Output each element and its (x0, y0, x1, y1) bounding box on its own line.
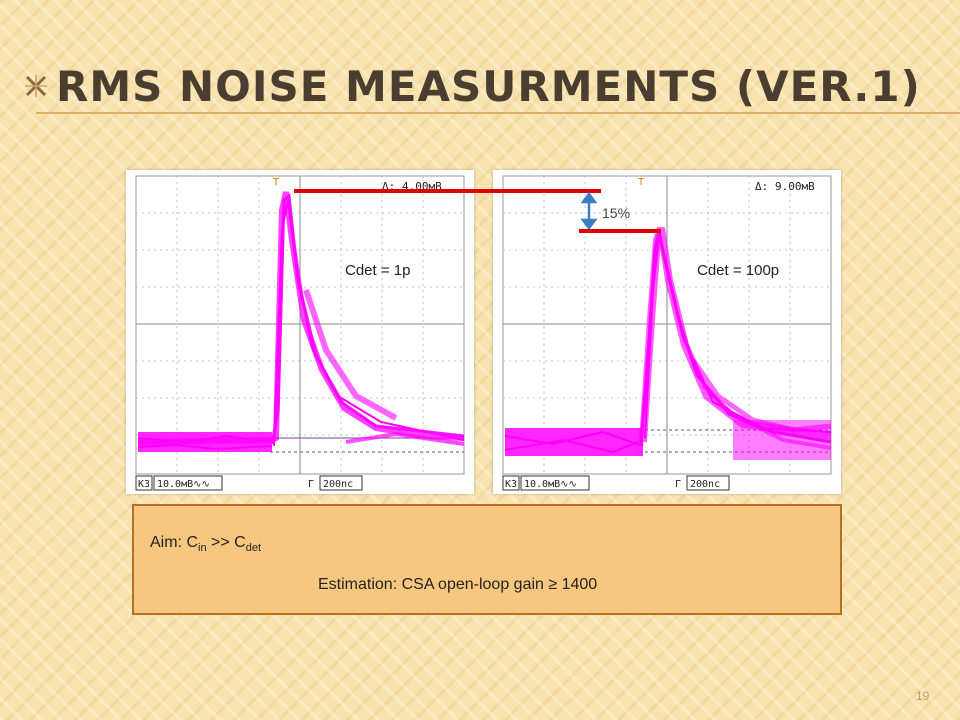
info-box: Aim: Cin >> Cdet Estimation: CSA open-lo… (132, 504, 842, 615)
scope-left-channel-box-text: K3 (138, 479, 150, 490)
percent-difference-label: 15% (602, 205, 631, 221)
scope-left-timebase-box (319, 475, 363, 491)
aim-sub-det: det (245, 542, 261, 555)
oscilloscope-left: T Δ: 4.00мВ 3 K3 10.0мВ∿∿ Γ 200nc (126, 170, 474, 494)
scope-right-vscale: 10.0мВ∿∿ (524, 479, 577, 490)
scope-left-vscale-box (153, 475, 223, 491)
scope-right-delta-prefix: Δ: (755, 180, 768, 193)
scope-left-timebase: 200nc (323, 479, 353, 490)
scope-left-delta-value: 4.00мВ (402, 180, 442, 193)
aim-prefix: Aim: C (150, 534, 198, 551)
aim-middle: >> C (206, 534, 246, 551)
scope-right-channel-box (502, 475, 520, 491)
estimation-text: Estimation: CSA open-loop gain ≥ 1400 (318, 576, 598, 593)
scope-right-trigger-marker: T (637, 177, 645, 188)
scope-left-channel-marker: 3 (127, 434, 135, 447)
scope-right-trace (504, 226, 832, 454)
scope-right-channel-box-text: K3 (505, 479, 517, 490)
slide-title: RMS NOISE MEASURMENTS (VER.1) (56, 62, 921, 111)
scope-right-svg: T Δ: 9.00мВ 3 K3 10.0мВ∿∿ Γ 200nc (494, 175, 832, 491)
scope-right-delta-value: 9.00мВ (775, 180, 815, 193)
scope-left-timebase-prefix: Γ (308, 479, 314, 490)
oscilloscope-right: T Δ: 9.00мВ 3 K3 10.0мВ∿∿ Γ 200nc (493, 170, 841, 494)
scope-left-delta-prefix: Δ: (382, 180, 395, 193)
scope-right-timebase-prefix: Γ (675, 479, 681, 490)
scope-left-trace (137, 191, 465, 451)
scope-left-trigger-marker: T (272, 177, 280, 188)
scope-left-vscale: 10.0мВ∿∿ (157, 479, 210, 490)
scope-left-svg: T Δ: 4.00мВ 3 K3 10.0мВ∿∿ Γ 200nc (127, 175, 465, 491)
scope-left-grid (136, 176, 464, 474)
scope-left-channel-box (135, 475, 153, 491)
scope-right-timebase: 200nc (690, 479, 720, 490)
aim-text: Aim: Cin >> Cdet (150, 534, 261, 554)
page-number: 19 (916, 689, 930, 703)
scope-right-timebase-box (686, 475, 730, 491)
cdet-right-label: Cdet = 100p (697, 262, 780, 279)
cdet-left-label: Cdet = 1p (345, 262, 411, 279)
aim-sub-in: in (198, 542, 207, 555)
title-divider (36, 112, 960, 114)
scope-right-vscale-box (520, 475, 590, 491)
scope-right-channel-marker: 3 (494, 432, 502, 445)
x-bullet-icon (25, 75, 47, 97)
